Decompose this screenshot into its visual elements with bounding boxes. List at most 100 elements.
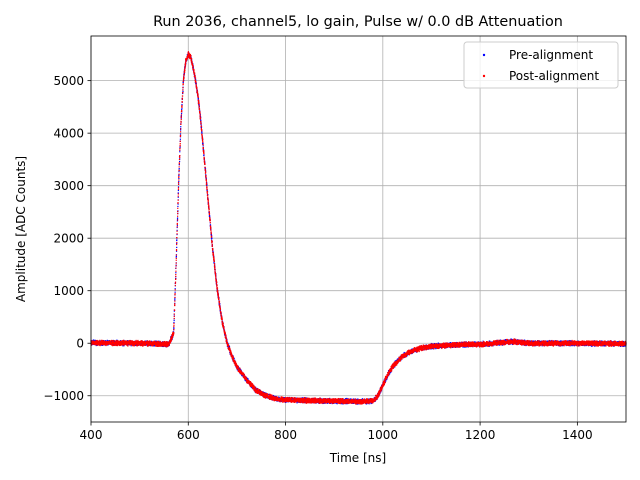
data-point <box>202 143 204 145</box>
data-point <box>247 377 249 380</box>
data-point <box>99 340 101 342</box>
data-point <box>482 340 484 342</box>
data-point <box>174 299 176 301</box>
data-point <box>327 402 329 404</box>
data-point <box>181 108 183 111</box>
data-point <box>379 392 381 395</box>
data-point <box>112 339 115 342</box>
data-point <box>177 205 179 208</box>
data-point <box>173 328 175 330</box>
data-point <box>311 402 313 404</box>
data-point <box>265 392 267 394</box>
data-point <box>488 345 490 347</box>
data-point <box>152 343 154 345</box>
data-point <box>256 388 258 390</box>
data-point <box>175 250 178 252</box>
data-point <box>498 344 501 346</box>
data-point <box>492 345 494 347</box>
data-point <box>415 351 418 353</box>
data-point <box>437 342 439 344</box>
data-point <box>179 129 182 131</box>
data-point <box>173 327 175 329</box>
grid <box>90 36 626 422</box>
data-point <box>200 120 202 122</box>
data-point <box>200 119 202 121</box>
data-point <box>201 131 203 133</box>
data-point <box>435 348 437 350</box>
data-point <box>175 256 177 258</box>
data-point <box>205 181 208 184</box>
data-point <box>485 345 488 347</box>
data-point <box>178 181 180 183</box>
data-point <box>176 217 179 219</box>
data-point <box>150 345 152 347</box>
data-point <box>174 288 176 290</box>
data-point <box>106 339 108 341</box>
data-point <box>346 397 348 400</box>
data-point <box>178 177 180 180</box>
data-point <box>198 105 200 107</box>
data-point <box>215 283 218 285</box>
data-point <box>525 344 527 347</box>
data-point <box>210 228 212 230</box>
data-point <box>432 348 434 350</box>
data-point <box>199 114 201 116</box>
data-point <box>95 344 97 347</box>
data-point <box>178 168 180 170</box>
data-point <box>210 234 213 236</box>
data-point <box>333 402 335 404</box>
data-point <box>433 342 436 345</box>
data-point <box>228 346 231 348</box>
data-point <box>456 341 458 344</box>
data-point <box>181 103 183 106</box>
data-point <box>173 319 175 322</box>
data-point <box>451 346 453 349</box>
data-point <box>192 66 194 68</box>
data-point <box>197 97 199 99</box>
data-point <box>395 360 397 362</box>
data-point <box>317 402 319 404</box>
data-point <box>305 397 307 399</box>
data-point <box>440 346 443 349</box>
data-point <box>183 72 186 74</box>
data-point <box>227 342 229 345</box>
data-point <box>385 380 387 382</box>
data-point <box>411 348 413 350</box>
data-point <box>176 218 179 220</box>
data-point <box>176 226 178 229</box>
data-point <box>176 233 178 236</box>
data-point <box>178 174 180 177</box>
data-point <box>197 98 199 100</box>
data-point <box>204 167 206 169</box>
data-point <box>268 393 270 395</box>
data-point <box>436 343 438 345</box>
data-point <box>464 346 466 348</box>
data-point <box>463 346 465 348</box>
data-point <box>346 398 349 400</box>
data-point <box>194 78 197 80</box>
data-point <box>205 174 207 176</box>
data-point <box>370 402 372 405</box>
data-point <box>262 391 264 393</box>
data-point <box>516 339 519 341</box>
data-point <box>296 402 298 404</box>
data-point <box>357 398 359 400</box>
data-point <box>182 90 184 93</box>
data-point <box>272 394 274 397</box>
data-point <box>211 237 213 239</box>
data-point <box>178 160 181 163</box>
data-point <box>135 344 137 347</box>
data-point <box>176 220 179 222</box>
data-point <box>350 398 352 400</box>
data-point <box>177 196 179 198</box>
data-point <box>110 340 113 342</box>
data-point <box>474 341 476 343</box>
data-point <box>208 215 211 218</box>
data-point <box>179 146 181 148</box>
data-point <box>177 203 179 205</box>
data-point <box>130 345 132 347</box>
data-point <box>352 402 355 404</box>
data-point <box>397 358 399 360</box>
data-point <box>449 342 451 344</box>
data-point <box>366 403 368 405</box>
